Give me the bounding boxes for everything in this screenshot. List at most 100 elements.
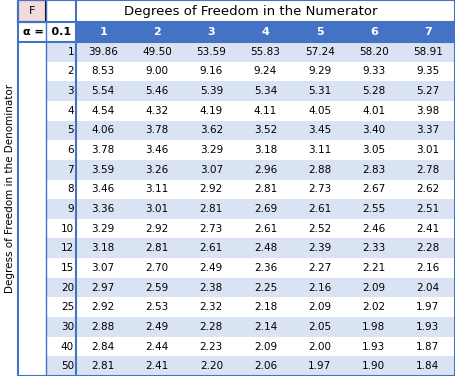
- Bar: [293, 278, 347, 297]
- Text: 5.31: 5.31: [308, 86, 331, 96]
- Text: 2.16: 2.16: [416, 263, 440, 273]
- Text: 2.27: 2.27: [308, 263, 331, 273]
- Text: 2.92: 2.92: [200, 184, 223, 194]
- Text: 1.97: 1.97: [416, 302, 440, 312]
- Text: 7: 7: [67, 165, 74, 175]
- Text: 57.24: 57.24: [305, 47, 334, 57]
- Bar: [238, 42, 293, 62]
- Bar: [18, 22, 76, 42]
- Text: 4: 4: [67, 106, 74, 116]
- Text: 3.46: 3.46: [146, 145, 169, 155]
- Text: 9.00: 9.00: [146, 67, 169, 76]
- Bar: [238, 238, 293, 258]
- Text: 5.34: 5.34: [254, 86, 277, 96]
- Text: 2.53: 2.53: [146, 302, 169, 312]
- Bar: [76, 179, 130, 199]
- Bar: [46, 140, 76, 160]
- Bar: [130, 121, 184, 140]
- Text: 5.54: 5.54: [91, 86, 115, 96]
- Bar: [347, 238, 401, 258]
- Bar: [401, 297, 455, 317]
- Bar: [46, 219, 76, 238]
- Text: 2.09: 2.09: [362, 283, 385, 293]
- Text: 3.37: 3.37: [416, 126, 440, 135]
- Text: 2.02: 2.02: [362, 302, 385, 312]
- Text: 2.73: 2.73: [200, 224, 223, 233]
- Text: 2.88: 2.88: [308, 165, 331, 175]
- Text: 7: 7: [424, 27, 432, 37]
- Bar: [130, 179, 184, 199]
- Text: 2.49: 2.49: [146, 322, 169, 332]
- Text: 2.33: 2.33: [362, 243, 385, 253]
- Text: 3: 3: [67, 86, 74, 96]
- Bar: [293, 179, 347, 199]
- Bar: [293, 356, 347, 376]
- Text: 3.59: 3.59: [91, 165, 115, 175]
- Text: 2.25: 2.25: [254, 283, 277, 293]
- Bar: [347, 199, 401, 219]
- Bar: [184, 22, 238, 42]
- Bar: [184, 297, 238, 317]
- Text: 5: 5: [67, 126, 74, 135]
- Bar: [347, 121, 401, 140]
- Bar: [18, 0, 46, 22]
- Text: 2.06: 2.06: [254, 361, 277, 371]
- Bar: [238, 199, 293, 219]
- Bar: [238, 278, 293, 297]
- Text: 2.04: 2.04: [416, 283, 440, 293]
- Text: 3.78: 3.78: [146, 126, 169, 135]
- Text: 3.05: 3.05: [362, 145, 385, 155]
- Bar: [46, 42, 76, 62]
- Bar: [238, 22, 293, 42]
- Bar: [293, 297, 347, 317]
- Bar: [184, 258, 238, 278]
- Bar: [46, 121, 76, 140]
- Text: 1.97: 1.97: [308, 361, 331, 371]
- Bar: [401, 238, 455, 258]
- Text: Degress of Freedom in the Denominator: Degress of Freedom in the Denominator: [5, 83, 15, 293]
- Bar: [130, 219, 184, 238]
- Bar: [347, 317, 401, 337]
- Bar: [238, 219, 293, 238]
- Bar: [401, 121, 455, 140]
- Text: 9.24: 9.24: [254, 67, 277, 76]
- Text: 53.59: 53.59: [197, 47, 226, 57]
- Bar: [401, 62, 455, 81]
- Text: 2.69: 2.69: [254, 204, 277, 214]
- Bar: [130, 140, 184, 160]
- Bar: [401, 140, 455, 160]
- Text: 4.11: 4.11: [254, 106, 277, 116]
- Bar: [46, 101, 76, 121]
- Text: 3: 3: [207, 27, 215, 37]
- Text: 40: 40: [61, 341, 74, 352]
- Bar: [184, 140, 238, 160]
- Text: 5.27: 5.27: [416, 86, 440, 96]
- Text: 9.16: 9.16: [200, 67, 223, 76]
- Text: 3.78: 3.78: [91, 145, 115, 155]
- Bar: [130, 297, 184, 317]
- Text: 3.36: 3.36: [91, 204, 115, 214]
- Text: 2.46: 2.46: [362, 224, 385, 233]
- Text: 25: 25: [61, 302, 74, 312]
- Bar: [347, 297, 401, 317]
- Bar: [347, 22, 401, 42]
- Text: 1.93: 1.93: [416, 322, 440, 332]
- Bar: [76, 219, 130, 238]
- Text: F: F: [29, 6, 35, 16]
- Text: 5.39: 5.39: [200, 86, 223, 96]
- Text: 3.07: 3.07: [91, 263, 115, 273]
- Text: 2.16: 2.16: [308, 283, 331, 293]
- Text: 3.26: 3.26: [146, 165, 169, 175]
- Bar: [347, 42, 401, 62]
- Bar: [130, 278, 184, 297]
- Text: 8.53: 8.53: [91, 67, 115, 76]
- Bar: [76, 337, 130, 356]
- Bar: [184, 62, 238, 81]
- Bar: [293, 101, 347, 121]
- Bar: [293, 81, 347, 101]
- Bar: [184, 101, 238, 121]
- Bar: [76, 258, 130, 278]
- Text: 8: 8: [67, 184, 74, 194]
- Bar: [76, 22, 130, 42]
- Text: 3.62: 3.62: [200, 126, 223, 135]
